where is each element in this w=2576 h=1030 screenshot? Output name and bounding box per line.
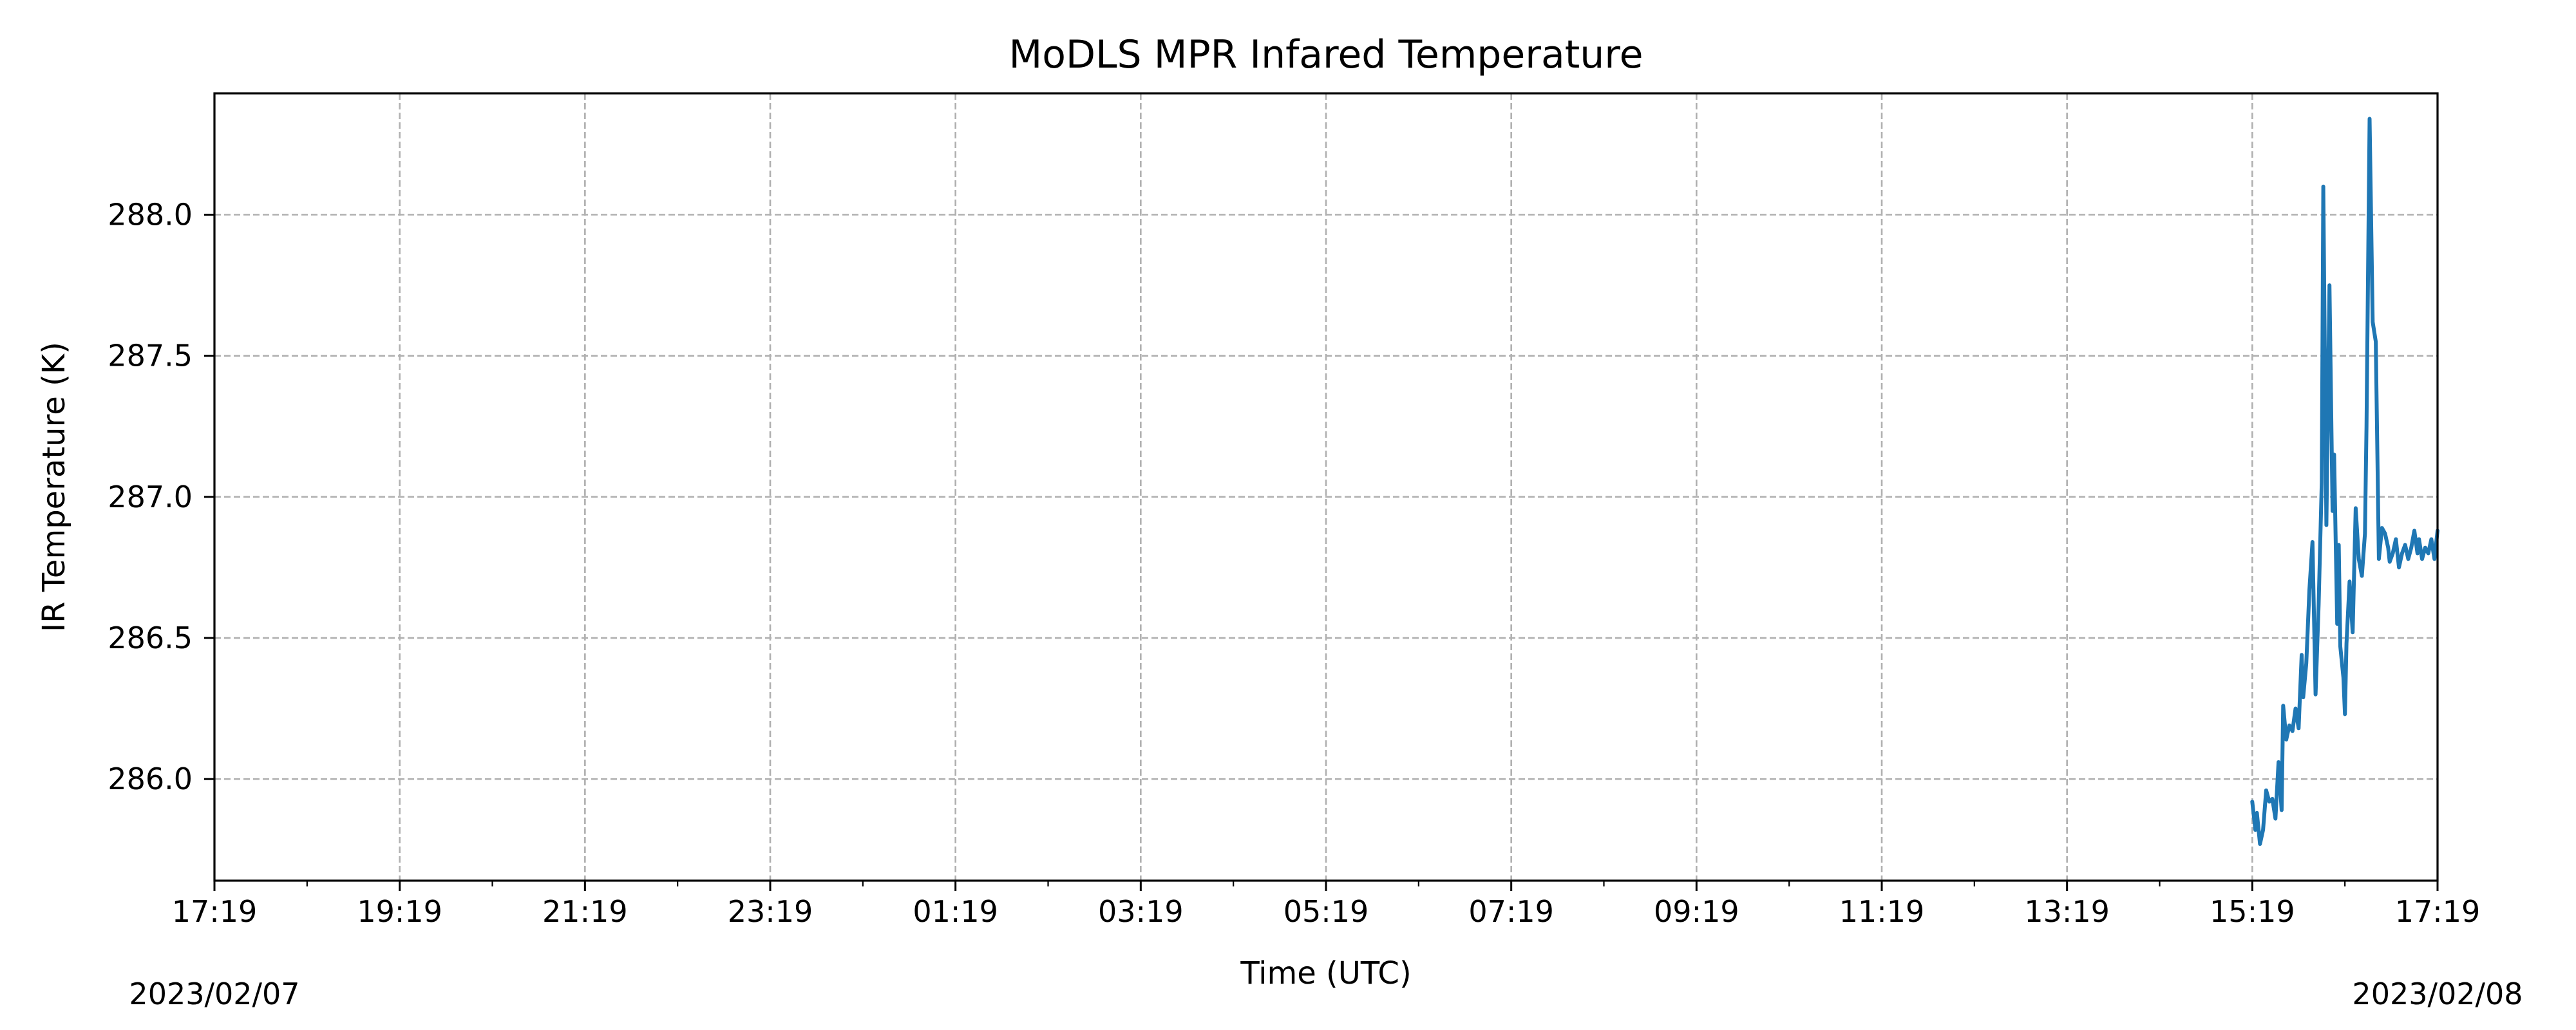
y-tick-label: 287.0 bbox=[108, 480, 193, 514]
x-tick-label: 09:19 bbox=[1654, 894, 1739, 929]
x-tick-label: 19:19 bbox=[357, 894, 442, 929]
x-tick-label: 05:19 bbox=[1283, 894, 1369, 929]
y-axis-label: IR Temperature (K) bbox=[36, 342, 72, 632]
chart-title: MoDLS MPR Infared Temperature bbox=[1009, 32, 1643, 77]
x-date-label-end: 2023/02/08 bbox=[2352, 977, 2523, 1011]
x-date-label-start: 2023/02/07 bbox=[129, 977, 299, 1011]
x-tick-label: 21:19 bbox=[542, 894, 628, 929]
x-tick-label: 15:19 bbox=[2210, 894, 2295, 929]
x-tick-label: 17:19 bbox=[2395, 894, 2481, 929]
y-tick-label: 286.5 bbox=[108, 621, 193, 655]
y-tick-label: 286.0 bbox=[108, 762, 193, 796]
x-axis-label: Time (UTC) bbox=[1240, 955, 1411, 991]
x-tick-label: 23:19 bbox=[728, 894, 813, 929]
y-tick-label: 288.0 bbox=[108, 197, 193, 232]
y-tick-label: 287.5 bbox=[108, 339, 193, 373]
x-tick-label: 03:19 bbox=[1098, 894, 1184, 929]
plot-area bbox=[2250, 117, 2439, 846]
x-tick-label: 13:19 bbox=[2024, 894, 2110, 929]
x-tick-label: 07:19 bbox=[1468, 894, 1554, 929]
x-tick-label: 01:19 bbox=[913, 894, 998, 929]
gridlines bbox=[214, 93, 2438, 881]
series-line bbox=[2250, 117, 2439, 846]
x-tick-label: 11:19 bbox=[1839, 894, 1925, 929]
x-tick-label: 17:19 bbox=[172, 894, 258, 929]
axis-ticks: 17:19 19:19 21:19 23:19 01:19 03:19 05:19 07:19… bbox=[108, 197, 2480, 929]
